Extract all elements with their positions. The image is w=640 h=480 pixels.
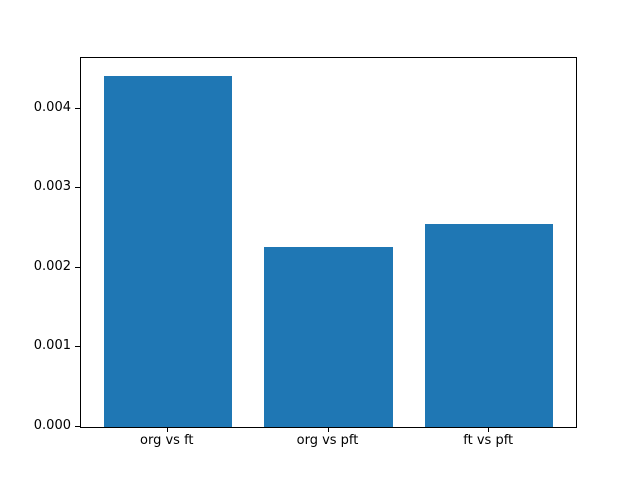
x-tick-mark: [327, 427, 329, 432]
bar-org-vs-ft: [103, 75, 233, 427]
y-tick-mark: [75, 266, 80, 268]
x-tick-label: ft vs pft: [463, 433, 514, 448]
y-tick-mark: [75, 426, 80, 427]
y-tick-mark: [75, 107, 80, 109]
x-tick-label: org vs pft: [296, 433, 359, 448]
y-tick-mark: [75, 346, 80, 348]
y-tick-label: 0.004: [33, 99, 71, 115]
x-tick-label: org vs ft: [140, 433, 194, 448]
x-tick-mark: [166, 427, 168, 432]
y-tick-mark: [75, 187, 80, 189]
bar-ft-vs-pft: [424, 224, 554, 427]
y-tick-label: 0.001: [33, 338, 71, 354]
x-tick-mark: [488, 427, 490, 432]
y-tick-label: 0.000: [33, 418, 71, 433]
y-tick-label: 0.002: [33, 258, 71, 274]
plot-area: [80, 57, 577, 428]
y-tick-label: 0.003: [33, 179, 71, 195]
bar-org-vs-pft: [264, 246, 393, 427]
